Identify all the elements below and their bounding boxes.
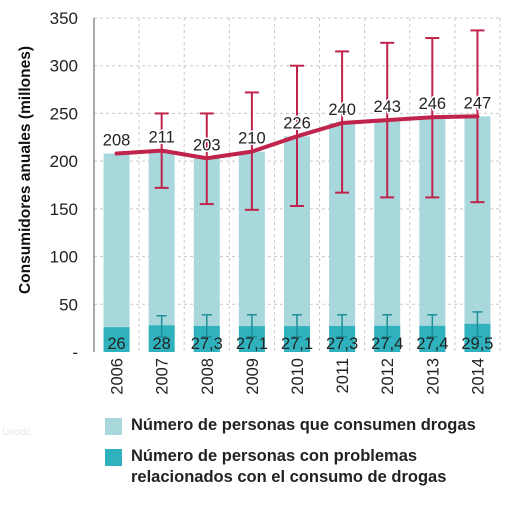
x-tick-label: 2008 <box>199 358 217 395</box>
data-label-problem-users: 27,4 <box>371 335 403 353</box>
data-label-problem-users: 27,3 <box>326 335 358 353</box>
bar-consumers <box>103 153 130 352</box>
y-axis-label: Consumidores anuales (millones) <box>17 46 34 294</box>
data-label-problem-users: 27,3 <box>191 335 223 353</box>
x-tick-label: 2007 <box>154 358 172 395</box>
y-tick-label: 150 <box>50 200 78 219</box>
y-tick-label: 250 <box>50 104 78 123</box>
x-tick-label: 2011 <box>334 358 352 393</box>
data-label-consumers: 226 <box>283 114 311 132</box>
trend-line-consumers <box>114 114 480 161</box>
y-axis-label-text: Consumidores anuales (millones) <box>17 46 34 294</box>
data-label-problem-users: 29,5 <box>461 335 493 353</box>
y-tick-label: - <box>72 343 78 362</box>
data-label-problem-users: 27,1 <box>236 335 268 353</box>
y-tick-label: 200 <box>50 152 78 171</box>
data-label-problem-users: 27,1 <box>281 335 313 353</box>
y-tick-label: 300 <box>50 57 78 76</box>
data-label-consumers: 243 <box>373 98 401 116</box>
data-label-consumers: 210 <box>238 130 266 148</box>
legend-label-problem-users: Número de personas con problemas relacio… <box>131 447 447 486</box>
x-tick-label: 2014 <box>469 358 487 395</box>
legend-swatch-problem-users <box>105 449 122 466</box>
data-label-consumers: 246 <box>419 95 447 113</box>
data-label-problem-users: 26 <box>107 335 125 353</box>
chart: - 50 100 150 200 250 300 350 208 211 203 210 226 240 2… <box>50 9 501 395</box>
data-label-consumers: 203 <box>193 136 221 154</box>
x-tick-label: 2013 <box>424 358 442 395</box>
data-label-problem-users: 27,4 <box>416 335 448 353</box>
data-label-consumers: 208 <box>103 132 131 150</box>
watermark: Unodc <box>2 427 31 438</box>
legend: Número de personas que consumen drogas N… <box>105 415 521 498</box>
legend-item-consumers: Número de personas que consumen drogas <box>105 415 521 436</box>
data-label-consumers: 240 <box>328 101 356 119</box>
x-tick-label: 2010 <box>289 358 307 395</box>
data-label-consumers: 247 <box>464 94 492 112</box>
y-tick-label: 50 <box>59 295 78 314</box>
legend-swatch-consumers <box>105 418 122 435</box>
x-tick-label: 2012 <box>379 358 397 395</box>
y-tick-label: 350 <box>50 9 78 28</box>
legend-label-consumers: Número de personas que consumen drogas <box>131 416 476 434</box>
x-tick-label: 2009 <box>244 358 262 395</box>
data-label-consumers: 211 <box>149 129 175 147</box>
y-tick-label: 100 <box>50 248 78 267</box>
data-label-problem-users: 28 <box>152 335 170 353</box>
legend-item-problem-users: Número de personas con problemas relacio… <box>105 446 521 488</box>
bar-problem-users <box>103 327 130 352</box>
x-tick-label: 2006 <box>109 358 127 395</box>
